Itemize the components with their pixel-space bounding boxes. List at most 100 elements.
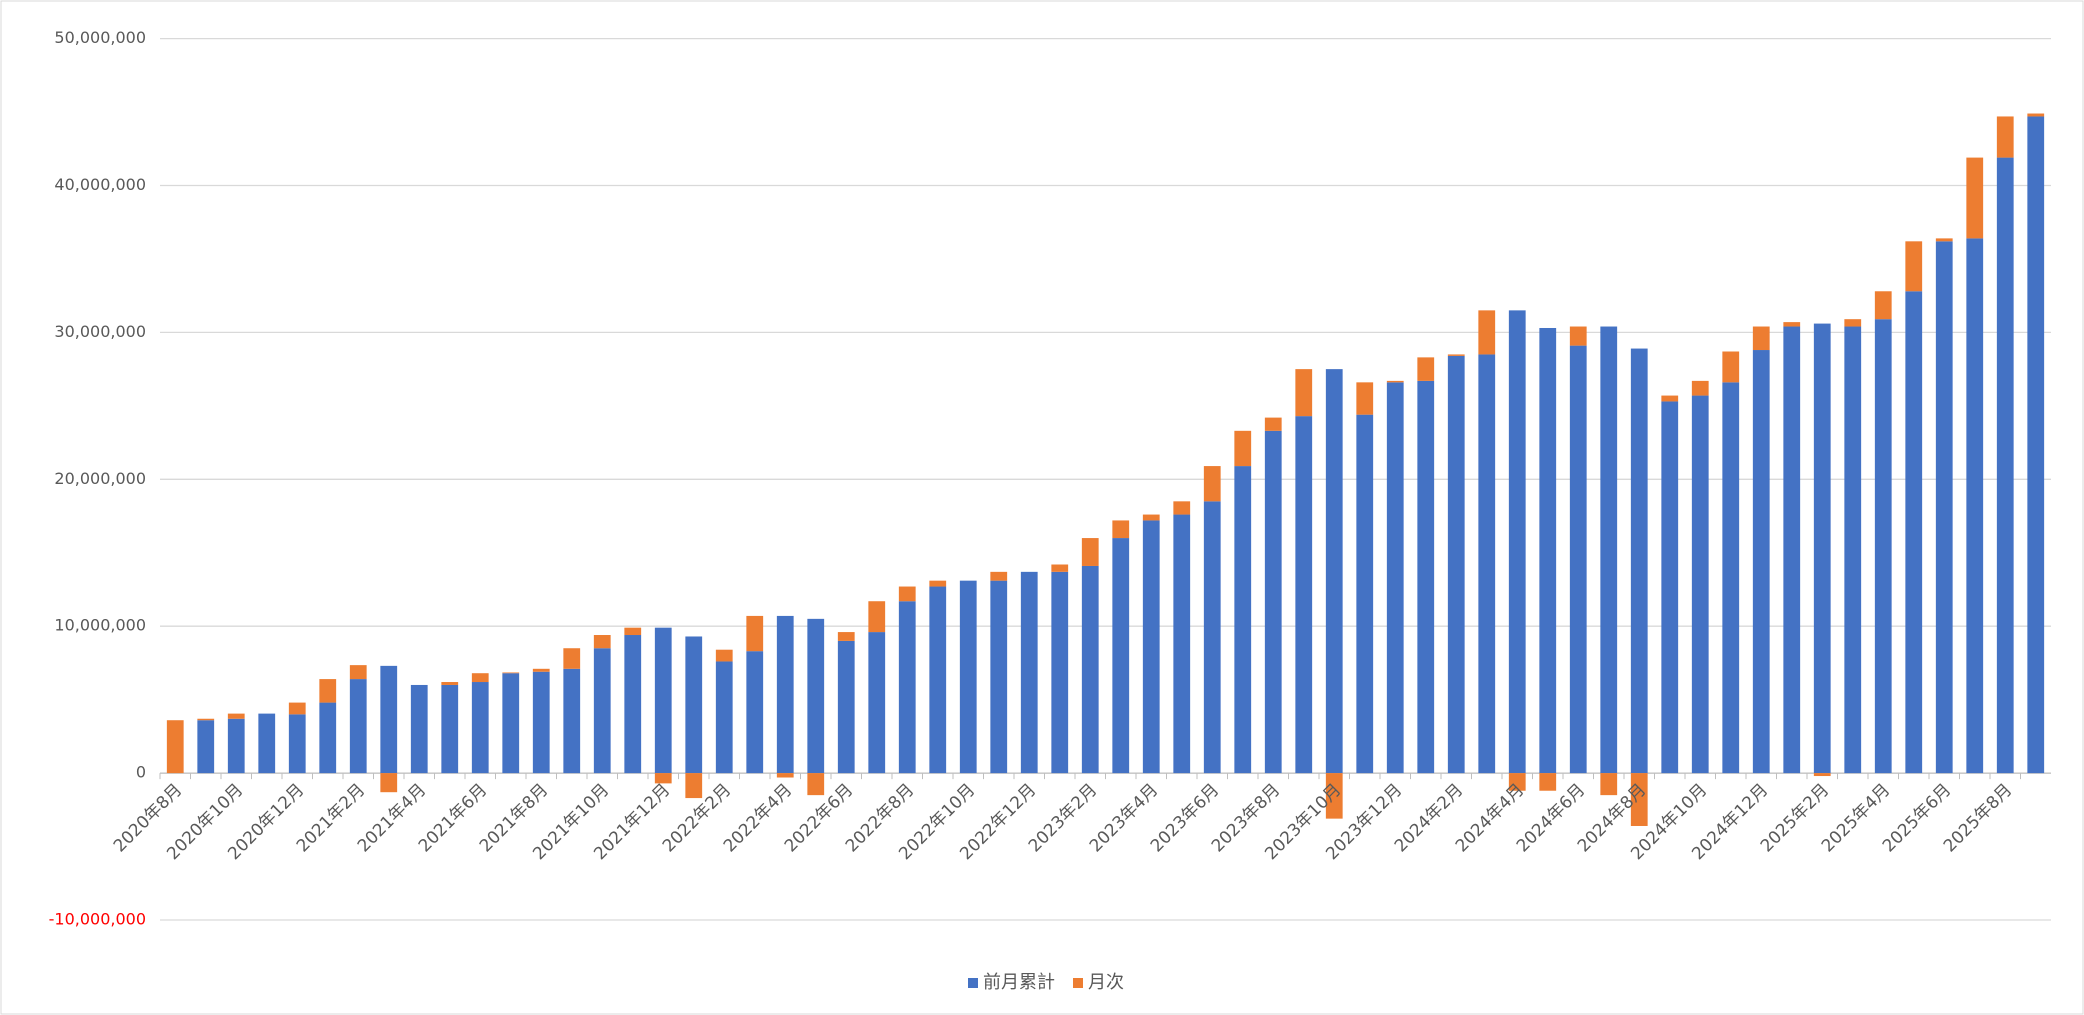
bar-segment (1722, 351, 1740, 383)
bar-segment (1905, 241, 1923, 292)
bar-segment (1874, 319, 1892, 774)
bar-segment (1020, 571, 1038, 774)
bar-segment (1935, 241, 1953, 774)
bar-segment (1874, 291, 1892, 320)
bar-segment (1813, 323, 1831, 774)
bar-segment (197, 720, 215, 774)
bar-segment (227, 713, 245, 719)
bar-segment (624, 627, 642, 636)
bar-segment (1539, 327, 1557, 774)
bar-segment (2027, 113, 2045, 117)
bar-segment (807, 773, 825, 796)
bar-segment (166, 720, 184, 774)
bar-segment (410, 684, 428, 774)
bar-segment (1935, 238, 1953, 242)
bar-segment (1051, 564, 1069, 572)
bar-segment (1203, 501, 1221, 774)
bar-segment (1569, 345, 1587, 774)
bar-segment (1081, 538, 1099, 566)
y-tick-label: 50,000,000 (54, 28, 146, 47)
bar-segment (1539, 773, 1557, 791)
legend-swatch (1073, 978, 1083, 988)
bar-segment (1600, 773, 1618, 796)
bar-segment (1813, 773, 1831, 777)
bar-segment (654, 773, 672, 784)
bar-segment (197, 718, 215, 721)
bar-segment (1295, 369, 1313, 417)
bar-segment (1478, 354, 1496, 774)
bar-segment (380, 773, 398, 793)
bar-segment (929, 580, 947, 587)
bar-segment (1112, 520, 1130, 539)
y-tick-label: -10,000,000 (49, 910, 146, 929)
bar-segment (471, 673, 489, 683)
bar-segment (1722, 382, 1740, 774)
bar-segment (1752, 350, 1770, 774)
bar-segment (807, 618, 825, 774)
bar-segment (1844, 319, 1862, 327)
bar-segment (685, 636, 703, 774)
y-tick-label: 0 (136, 763, 146, 782)
legend-swatch (968, 978, 978, 988)
bar-segment (868, 601, 886, 633)
bar-segment (898, 586, 916, 602)
bar-segment (1783, 322, 1801, 327)
bar-segment (746, 615, 764, 652)
bar-segment (1295, 416, 1313, 774)
bar-segment (502, 672, 520, 674)
bar-segment (471, 682, 489, 774)
bar-segment (1630, 348, 1648, 774)
bar-segment (837, 640, 855, 774)
bar-segment (258, 713, 276, 774)
bar-segment (1569, 326, 1587, 346)
bar-segment (1051, 571, 1069, 774)
y-tick-label: 30,000,000 (54, 322, 146, 341)
y-tick-label: 10,000,000 (54, 616, 146, 635)
bar-segment (1966, 157, 1984, 239)
bar-segment (380, 665, 398, 774)
bar-segment (319, 679, 337, 703)
bar-segment (1417, 380, 1435, 774)
bar-segment (593, 635, 611, 649)
bar-segment (990, 580, 1008, 774)
bar-segment (1447, 354, 1465, 356)
legend-label: 月次 (1088, 972, 1124, 993)
bar-segment (1996, 157, 2014, 774)
bar-segment (1234, 466, 1252, 774)
legend-label: 前月累計 (983, 972, 1055, 993)
bar-segment (288, 702, 306, 715)
bar-segment (1844, 326, 1862, 774)
bar-segment (1600, 326, 1618, 774)
bar-segment (1478, 310, 1496, 355)
bar-segment (715, 649, 733, 662)
bar-segment (776, 773, 794, 778)
y-tick-label: 40,000,000 (54, 175, 146, 194)
bar-segment (1508, 773, 1526, 791)
bar-segment (776, 615, 794, 774)
bar-segment (227, 718, 245, 774)
bar-segment (1203, 466, 1221, 502)
bar-segment (624, 635, 642, 774)
bar-segment (1508, 310, 1526, 774)
bar-segment (1752, 326, 1770, 351)
bar-segment (1142, 520, 1160, 774)
bar-segment (563, 648, 581, 669)
bar-segment (929, 586, 947, 774)
bar-segment (1783, 326, 1801, 774)
bar-segment (959, 580, 977, 774)
bar-segment (1691, 380, 1709, 396)
bar-segment (1417, 357, 1435, 381)
bar-segment (868, 632, 886, 774)
bar-segment (837, 632, 855, 641)
bar-segment (1264, 430, 1282, 774)
bar-segment (990, 571, 1008, 581)
bar-segment (1356, 382, 1374, 415)
bar-segment (1661, 395, 1679, 402)
bar-segment (563, 668, 581, 774)
bar-segment (685, 773, 703, 799)
bar-segment (441, 684, 459, 774)
bar-segment (654, 627, 672, 774)
bar-segment (1661, 401, 1679, 774)
